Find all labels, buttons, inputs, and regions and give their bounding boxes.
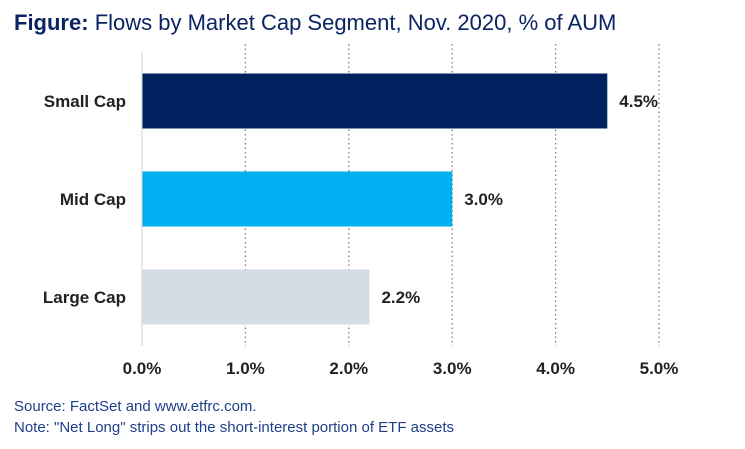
chart-title: Figure: Flows by Market Cap Segment, Nov… (14, 10, 616, 36)
chart-title-text: Flows by Market Cap Segment, Nov. 2020, … (94, 10, 617, 35)
bar-small-cap (142, 73, 608, 129)
bars (142, 73, 608, 325)
net-long-note: Note: "Net Long" strips out the short-in… (14, 419, 455, 436)
x-tick-label: 4.0% (536, 359, 575, 378)
bar-value-label: 3.0% (464, 190, 503, 209)
category-labels: Small Cap Mid Cap Large Cap (43, 92, 126, 307)
bar-chart: Small Cap Mid Cap Large Cap 4.5% 3.0% 2.2% 0… (43, 44, 679, 378)
x-tick-label: 0.0% (123, 359, 162, 378)
x-tick-label: 5.0% (640, 359, 679, 378)
chart-footer: Source: FactSet and www.etfrc.com. Note:… (14, 396, 454, 438)
bar-large-cap (142, 269, 370, 325)
bar-value-label: 2.2% (381, 288, 420, 307)
bar-mid-cap (142, 171, 453, 227)
x-tick-label: 1.0% (226, 359, 265, 378)
x-tick-label: 2.0% (329, 359, 368, 378)
category-label: Mid Cap (60, 190, 126, 209)
data-labels: 4.5% 3.0% 2.2% (381, 92, 658, 307)
chart-title-lead: Figure: (14, 10, 89, 35)
category-label: Large Cap (43, 288, 126, 307)
x-tick-label: 3.0% (433, 359, 472, 378)
source-note: Source: FactSet and www.etfrc.com. (14, 398, 257, 415)
bar-value-label: 4.5% (619, 92, 658, 111)
x-tick-labels: 0.0% 1.0% 2.0% 3.0% 4.0% 5.0% (123, 359, 679, 378)
category-label: Small Cap (44, 92, 126, 111)
